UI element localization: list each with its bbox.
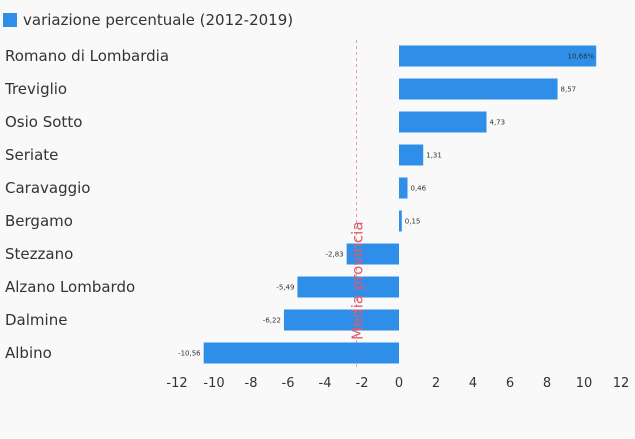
data-label: 0,46 [411, 185, 427, 193]
x-tick-label: 2 [432, 376, 440, 391]
data-label: 8,57 [561, 86, 577, 94]
data-label: 1,31 [426, 152, 442, 160]
x-tick-label: -8 [245, 376, 258, 391]
bar[interactable] [399, 78, 558, 100]
x-tick-label: 8 [543, 376, 551, 391]
category-label: Seriate [5, 146, 58, 164]
x-tick-label: -4 [319, 376, 332, 391]
legend-swatch [3, 13, 17, 27]
legend[interactable]: variazione percentuale (2012-2019) [3, 11, 293, 29]
category-label: Osio Sotto [5, 113, 82, 131]
category-label: Treviglio [4, 80, 67, 98]
category-label: Stezzano [5, 245, 73, 263]
category-label: Alzano Lombardo [5, 278, 135, 296]
category-label: Dalmine [5, 311, 67, 329]
bar[interactable] [346, 243, 399, 265]
bar[interactable] [399, 111, 487, 133]
data-label: -6,22 [263, 317, 281, 325]
bar[interactable] [203, 342, 399, 364]
x-tick-label: -6 [282, 376, 295, 391]
category-label: Bergamo [5, 212, 73, 230]
x-tick-label: 0 [395, 376, 403, 391]
bar[interactable] [399, 210, 402, 232]
bar[interactable] [399, 144, 424, 166]
data-label: -2,83 [326, 251, 344, 259]
x-tick-label: 4 [469, 376, 477, 391]
data-label: -10,56 [178, 350, 201, 358]
x-tick-label: -2 [356, 376, 369, 391]
x-tick-label: 10 [576, 376, 593, 391]
bar[interactable] [399, 177, 408, 199]
data-label: -5,49 [276, 284, 294, 292]
x-tick-label: 6 [506, 376, 514, 391]
data-label: 10,66% [568, 53, 595, 61]
legend-label: variazione percentuale (2012-2019) [23, 11, 294, 29]
bar[interactable] [399, 45, 597, 67]
x-tick-label: -10 [203, 376, 224, 391]
data-label: 0,15 [405, 218, 421, 226]
category-label: Romano di Lombardia [5, 47, 169, 65]
bar[interactable] [283, 309, 399, 331]
category-label: Caravaggio [5, 179, 90, 197]
bar[interactable] [297, 276, 399, 298]
x-tick-label: 12 [613, 376, 630, 391]
category-label: Albino [5, 344, 52, 362]
x-tick-label: -12 [166, 376, 187, 391]
data-label: 4,73 [490, 119, 506, 127]
reference-line-label: Media provincia [348, 221, 366, 340]
